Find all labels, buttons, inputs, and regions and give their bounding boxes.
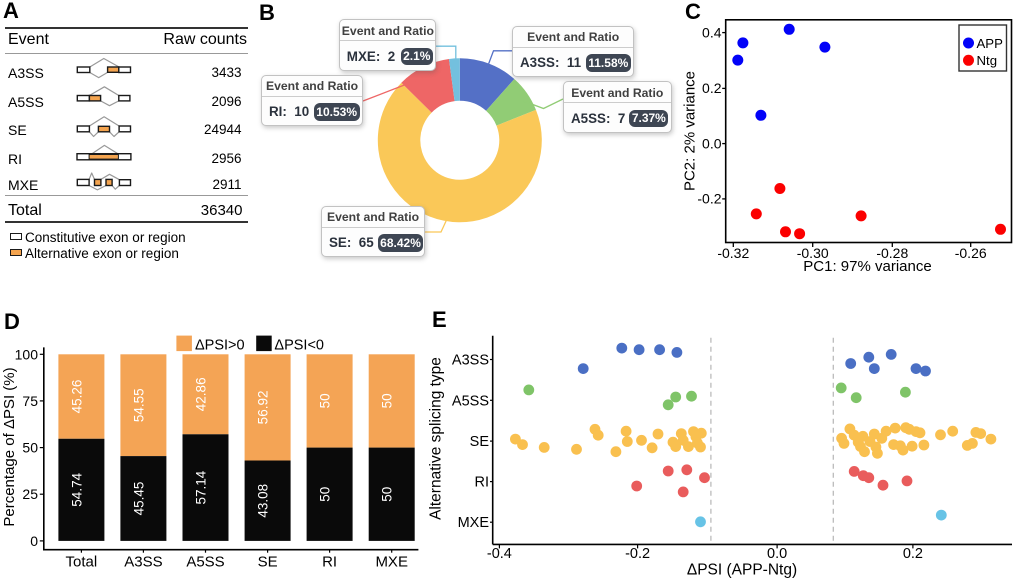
svg-text:50: 50 <box>318 393 333 408</box>
svg-text:-0.26: -0.26 <box>955 245 987 261</box>
svg-text:A5SS: A5SS <box>186 554 224 571</box>
svg-text:50: 50 <box>380 487 395 502</box>
svg-text:ΔPSI>0: ΔPSI>0 <box>195 338 245 354</box>
svg-text:54.74: 54.74 <box>69 472 84 506</box>
svg-text:50: 50 <box>380 393 395 408</box>
svg-text:42.86: 42.86 <box>194 377 209 411</box>
svg-text:Percentage of ΔPSI (%): Percentage of ΔPSI (%) <box>1 367 18 526</box>
svg-text:0.2: 0.2 <box>702 80 722 96</box>
svg-text:Total: Total <box>66 554 98 571</box>
svg-text:45.45: 45.45 <box>131 482 146 516</box>
svg-text:APP: APP <box>977 36 1004 51</box>
svg-text:0.0: 0.0 <box>767 546 787 562</box>
svg-text:-0.2: -0.2 <box>697 191 721 207</box>
svg-text:RI: RI <box>322 554 337 571</box>
svg-text:100: 100 <box>15 346 39 362</box>
svg-text:Ntg: Ntg <box>977 53 998 68</box>
svg-text:43.08: 43.08 <box>256 484 271 518</box>
svg-text:0.0: 0.0 <box>702 135 722 151</box>
svg-text:50: 50 <box>22 440 38 456</box>
svg-text:0: 0 <box>30 533 38 549</box>
svg-text:-0.2: -0.2 <box>625 546 650 562</box>
svg-text:-0.32: -0.32 <box>717 245 749 261</box>
svg-text:-0.30: -0.30 <box>797 245 829 261</box>
svg-text:50: 50 <box>318 487 333 502</box>
svg-text:25: 25 <box>22 486 38 502</box>
svg-text:56.92: 56.92 <box>256 391 271 425</box>
svg-text:-0.4: -0.4 <box>487 546 512 562</box>
svg-text:Alternative splicing type: Alternative splicing type <box>428 357 445 520</box>
svg-text:0.4: 0.4 <box>702 24 722 40</box>
svg-text:0.2: 0.2 <box>903 546 923 562</box>
svg-text:-0.28: -0.28 <box>876 245 908 261</box>
svg-text:PC1: 97% variance: PC1: 97% variance <box>803 258 931 275</box>
svg-text:A3SS: A3SS <box>124 554 162 571</box>
svg-text:54.55: 54.55 <box>131 388 146 422</box>
svg-text:ΔPSI<0: ΔPSI<0 <box>274 338 324 354</box>
svg-text:SE: SE <box>258 554 278 571</box>
svg-text:RI: RI <box>475 475 490 491</box>
svg-text:57.14: 57.14 <box>194 470 209 504</box>
svg-text:SE: SE <box>470 434 490 450</box>
svg-text:A5SS: A5SS <box>452 393 489 409</box>
svg-text:75: 75 <box>22 393 38 409</box>
svg-text:ΔPSI (APP-Ntg): ΔPSI (APP-Ntg) <box>687 562 797 579</box>
svg-text:MXE: MXE <box>375 554 408 571</box>
svg-text:A3SS: A3SS <box>452 353 489 369</box>
svg-text:PC2: 2% variance: PC2: 2% variance <box>682 71 699 191</box>
svg-text:MXE: MXE <box>458 515 490 531</box>
svg-text:45.26: 45.26 <box>69 380 84 414</box>
